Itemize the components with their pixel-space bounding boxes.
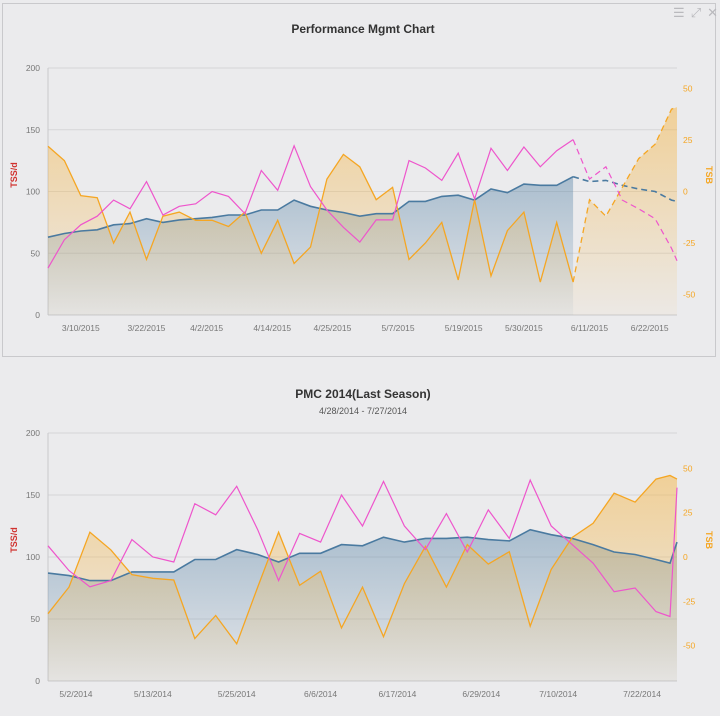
x-axis-tick-label: 6/22/2015 [631, 323, 669, 333]
left-axis-tick-label: 50 [31, 614, 41, 624]
chart-title: PMC 2014(Last Season) [295, 387, 430, 401]
atl-line [47, 478, 678, 618]
x-axis-tick-label: 4/2/2015 [190, 323, 223, 333]
right-axis-tick-label: 50 [683, 463, 693, 473]
left-axis-tick-label: 200 [26, 63, 40, 73]
tsb-line [47, 474, 678, 646]
menu-icon[interactable]: ☰ [673, 5, 685, 20]
x-axis-tick-label: 6/29/2014 [462, 689, 500, 699]
x-axis-tick-label: 6/17/2014 [379, 689, 417, 699]
left-axis-tick-label: 150 [26, 490, 40, 500]
x-axis-tick-label: 5/30/2015 [505, 323, 543, 333]
right-axis-tick-label: 0 [683, 187, 688, 197]
x-axis-tick-label: 6/6/2014 [304, 689, 337, 699]
pmc-2014-chart: PMC 2014(Last Season) 4/28/2014 - 7/27/2… [9, 387, 714, 699]
left-axis-tick-label: 200 [26, 428, 40, 438]
right-axis-title: TSB [704, 166, 714, 185]
tsb-line [47, 145, 574, 283]
x-axis-tick-label: 5/13/2014 [134, 689, 172, 699]
right-axis-tick-label: 25 [683, 508, 693, 518]
x-axis-tick-label: 6/11/2015 [571, 323, 608, 333]
expand-icon[interactable]: ⤢ [690, 5, 702, 20]
x-axis-tick-label: 7/10/2014 [539, 689, 577, 699]
right-axis-tick-label: -50 [683, 289, 696, 299]
x-axis-tick-label: 5/2/2014 [59, 689, 92, 699]
right-axis-tick-label: -25 [683, 238, 696, 248]
tsb-area [48, 107, 677, 315]
performance-mgmt-chart: Performance Mgmt Chart TSS/d TSB 0 50 100 1… [9, 22, 714, 333]
close-icon[interactable]: ✕ [707, 5, 718, 20]
left-axis-tick-label: 150 [26, 125, 40, 135]
x-axis-tick-label: 5/7/2015 [382, 323, 415, 333]
atl-line [47, 139, 574, 269]
x-axis-tick-label: 4/14/2015 [253, 323, 291, 333]
ctl-line [47, 175, 574, 238]
left-axis-title: TSS/d [9, 527, 19, 553]
x-axis-tick-label: 4/25/2015 [314, 323, 352, 333]
chart-panel [2, 3, 716, 357]
left-axis-tick-label: 50 [31, 248, 41, 258]
x-axis-tick-label: 5/25/2014 [218, 689, 256, 699]
x-axis-tick-label: 3/10/2015 [62, 323, 100, 333]
right-axis-tick-label: 50 [683, 84, 693, 94]
right-axis-title: TSB [704, 531, 714, 550]
x-axis-tick-label: 7/22/2014 [623, 689, 661, 699]
right-axis-tick-label: 25 [683, 135, 693, 145]
x-axis-tick-label: 3/22/2015 [128, 323, 166, 333]
left-axis-tick-label: 0 [35, 676, 40, 686]
right-axis-tick-label: -25 [683, 596, 696, 606]
left-axis-title: TSS/d [9, 162, 19, 188]
left-axis-tick-label: 100 [26, 552, 40, 562]
ctl-line [47, 528, 678, 582]
left-axis-tick-label: 0 [35, 310, 40, 320]
right-axis-tick-label: 0 [683, 552, 688, 562]
right-axis-tick-label: -50 [683, 641, 696, 651]
left-axis-tick-label: 100 [26, 187, 40, 197]
chart-title: Performance Mgmt Chart [291, 22, 434, 36]
chart-subtitle: 4/28/2014 - 7/27/2014 [319, 406, 407, 416]
x-axis-tick-label: 5/19/2015 [445, 323, 483, 333]
tsb-area [48, 475, 677, 681]
panel-toolbar: ☰ ⤢ ✕ [673, 5, 718, 21]
